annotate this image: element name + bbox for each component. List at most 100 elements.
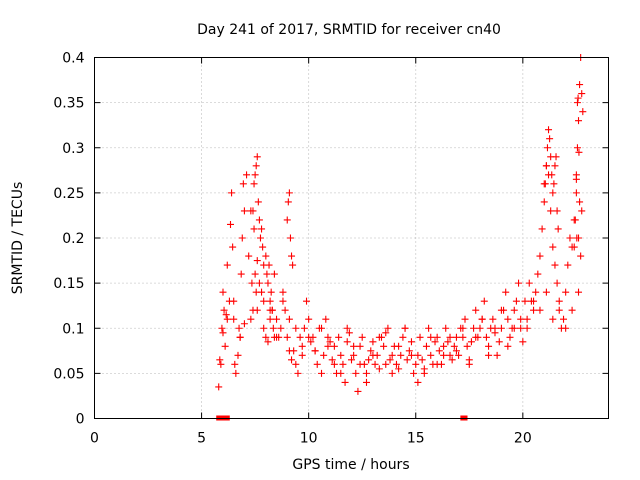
data-point [433, 333, 441, 341]
data-point [536, 306, 544, 314]
data-point [575, 117, 583, 125]
y-tick-label: 0.3 [62, 141, 84, 157]
data-point [380, 342, 388, 350]
data-point [362, 369, 370, 377]
data-point [414, 378, 422, 386]
data-point [542, 288, 550, 296]
data-point [444, 338, 452, 346]
data-point [330, 360, 338, 368]
data-point [230, 315, 238, 323]
y-tick-label: 0.15 [53, 276, 84, 292]
data-point [472, 306, 480, 314]
data-point [273, 315, 281, 323]
data-point [248, 279, 256, 287]
x-tick-label: 0 [90, 431, 99, 447]
data-point [337, 369, 345, 377]
data-point [288, 356, 296, 364]
data-point [435, 347, 443, 355]
data-point [231, 360, 239, 368]
data-point [258, 225, 266, 233]
data-point [515, 279, 523, 287]
data-point [545, 126, 553, 134]
data-point [252, 162, 260, 170]
data-point [322, 315, 330, 323]
data-point [578, 207, 586, 215]
data-point [300, 324, 308, 332]
data-point [251, 270, 259, 278]
x-tick-label: 10 [300, 431, 318, 447]
data-point [259, 243, 267, 251]
data-point [480, 297, 488, 305]
data-point [440, 342, 448, 350]
data-point [266, 297, 274, 305]
x-tick-label: 15 [407, 431, 425, 447]
data-point [217, 360, 225, 368]
chart-title: Day 241 of 2017, SRMTID for receiver cn4… [197, 22, 501, 38]
data-point [553, 207, 561, 215]
data-point [577, 252, 585, 260]
data-point [543, 144, 551, 152]
data-point [576, 81, 584, 89]
data-point [343, 324, 351, 332]
data-point [399, 333, 407, 341]
data-point [392, 360, 400, 368]
data-point [219, 329, 227, 337]
data-point [450, 342, 458, 350]
data-point [292, 324, 300, 332]
data-point [251, 171, 259, 179]
data-point [279, 297, 287, 305]
data-point [305, 333, 313, 341]
data-point [459, 333, 467, 341]
data-point [292, 360, 300, 368]
data-point [523, 315, 531, 323]
data-point [260, 297, 268, 305]
data-point [395, 365, 403, 373]
data-point [245, 252, 253, 260]
data-point [510, 306, 518, 314]
data-point [495, 338, 503, 346]
data-point [270, 270, 278, 278]
data-point [250, 225, 258, 233]
data-point [268, 306, 276, 314]
data-point [324, 342, 332, 350]
data-point [554, 225, 562, 233]
x-tick-label: 5 [197, 431, 206, 447]
data-point [238, 234, 246, 242]
data-point [425, 324, 433, 332]
data-point [410, 369, 418, 377]
data-point [512, 297, 520, 305]
data-point [555, 306, 563, 314]
data-point [313, 360, 321, 368]
data-point [375, 333, 383, 341]
data-point [298, 351, 306, 359]
data-point [407, 338, 415, 346]
data-point [311, 347, 319, 355]
data-point [463, 342, 471, 350]
data-points [215, 54, 587, 421]
data-point [222, 311, 230, 319]
data-point [540, 198, 548, 206]
data-point [538, 225, 546, 233]
data-point [552, 153, 560, 161]
data-point [440, 351, 448, 359]
data-point [573, 144, 581, 152]
data-point [386, 356, 394, 364]
data-point [254, 198, 262, 206]
data-point [412, 360, 420, 368]
data-point [452, 333, 460, 341]
y-tick-label: 0.35 [53, 96, 84, 112]
data-point [564, 261, 572, 269]
data-point [470, 324, 478, 332]
y-tick-label: 0.25 [53, 186, 84, 202]
data-point [562, 288, 570, 296]
y-tick-label: 0.2 [62, 231, 84, 247]
data-point [243, 171, 251, 179]
data-point [262, 252, 270, 260]
y-tick-label: 0 [76, 412, 85, 428]
data-point [523, 324, 531, 332]
data-point [570, 243, 578, 251]
data-point [403, 356, 411, 364]
data-point [234, 351, 242, 359]
data-point [226, 220, 234, 228]
